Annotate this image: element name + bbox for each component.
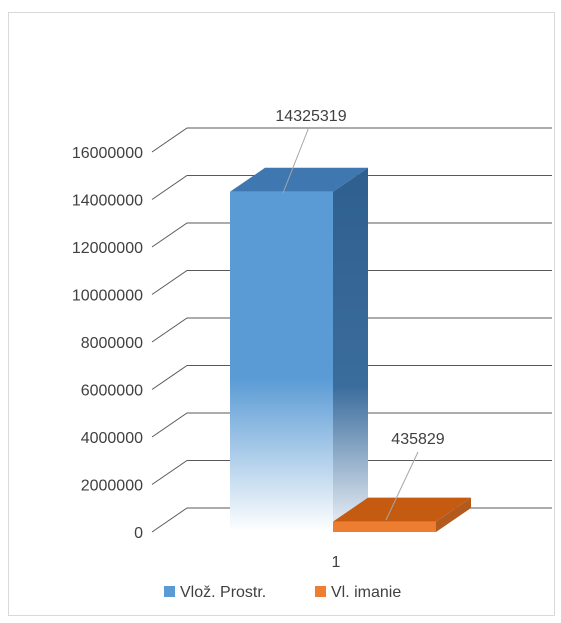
y-tick-label: 2000000 (81, 478, 143, 495)
legend-swatch (315, 586, 326, 597)
y-tick-label: 10000000 (72, 288, 143, 305)
y-tick-label: 4000000 (81, 430, 143, 447)
y-tick-label: 14000000 (72, 193, 143, 210)
legend: Vlož. Prostr. Vl. imanie (164, 584, 401, 601)
bar-side (436, 497, 471, 532)
data-labels: 14325319 435829 (275, 108, 445, 521)
y-tick-label: 6000000 (81, 383, 143, 400)
bar-front (230, 191, 333, 532)
legend-swatch (164, 586, 175, 597)
y-tick-label: 0 (134, 525, 143, 542)
y-tick-label: 8000000 (81, 335, 143, 352)
bar-top (333, 497, 471, 522)
bar-vloz-prostr (230, 167, 368, 532)
gridline (151, 412, 552, 438)
gridline (151, 175, 552, 200)
gridline (151, 317, 552, 343)
data-label-leader (385, 451, 419, 521)
gridline (151, 222, 552, 248)
x-axis-categories: 1 (332, 554, 341, 571)
legend-item: Vlož. Prostr. (164, 584, 266, 601)
x-category-label: 1 (332, 554, 341, 571)
legend-item: Vl. imanie (315, 584, 401, 601)
y-tick-label: 12000000 (72, 240, 143, 257)
data-label: 14325319 (275, 108, 346, 125)
data-label: 435829 (391, 431, 444, 448)
legend-label: Vl. imanie (331, 584, 401, 601)
y-tick-label: 16000000 (72, 145, 143, 162)
bars (230, 167, 471, 532)
data-label-leader (282, 126, 310, 194)
legend-label: Vlož. Prostr. (180, 584, 266, 601)
gridline (151, 460, 552, 485)
bar-top (230, 167, 368, 192)
bar-vl-imanie (333, 497, 471, 532)
bar-side (333, 167, 368, 532)
bar-front (333, 521, 436, 532)
y-axis-ticks: 0 2000000 4000000 6000000 8000000 10000000 120… (72, 145, 143, 542)
gridline (151, 365, 552, 390)
gridline (151, 127, 552, 153)
gridline (151, 270, 552, 295)
